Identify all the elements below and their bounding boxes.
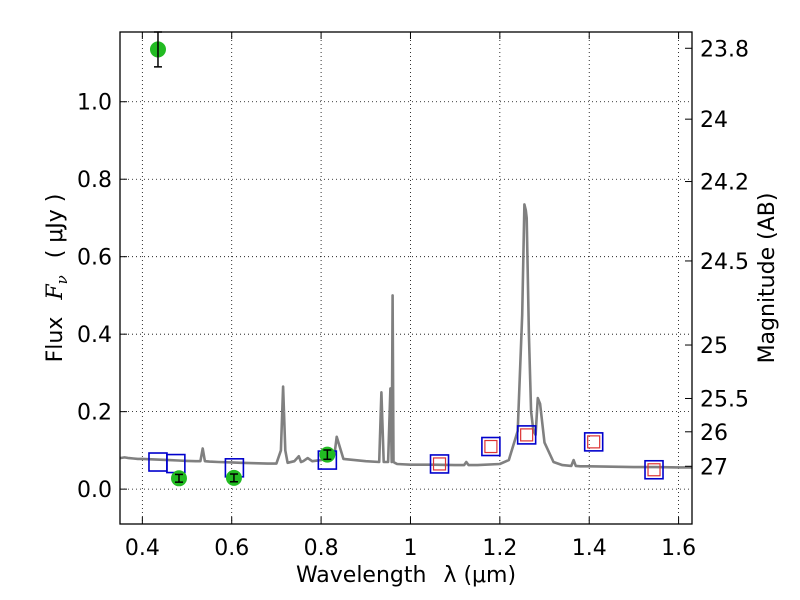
x-tick-label: 1.6: [661, 536, 696, 561]
model-spectrum-line: [119, 203, 692, 469]
model-photometry-point: [583, 432, 604, 452]
y2-tick-label: 27: [700, 455, 728, 480]
y-tick-label: 0.2: [77, 401, 112, 426]
x-tick-label: 1: [403, 536, 417, 561]
model-photometry-point: [644, 459, 664, 480]
x-tick-label: 0.4: [125, 536, 160, 561]
y2-tick-label: 25: [700, 334, 728, 359]
grid-lines: [120, 32, 692, 524]
model-photometry-point: [481, 436, 501, 457]
model-photometry-inner-point: [484, 439, 498, 454]
y-axis-label-symbol: F: [43, 284, 68, 301]
y-axis-label: Flux Fν ( μJy ): [43, 194, 73, 363]
x-axis-label: Wavelength λ (μm): [296, 563, 516, 588]
model-photometry-inner-point: [520, 428, 534, 442]
y2-tick-label: 24.5: [700, 250, 749, 275]
model-photometry-inner-point: [647, 463, 661, 477]
axis-ticks: 0.4 0.6 0.8 1 1.2 1.4 1.6 0.0 0.2 0.4 0.6 0.8 1.0 23.…: [77, 32, 749, 561]
y-axis-label-subscript: ν: [53, 275, 71, 284]
model-photometry-point: [516, 425, 537, 445]
y2-tick-label: 25.5: [700, 387, 749, 412]
plot-frame: [119, 31, 693, 525]
x-tick-label: 0.6: [214, 536, 249, 561]
y-tick-label: 0.8: [77, 168, 112, 193]
y2-tick-label: 24: [700, 108, 728, 133]
observed-photometry-markers: [149, 31, 336, 487]
x-tick-label: 0.8: [304, 536, 339, 561]
y2-tick-label: 23.8: [700, 37, 749, 62]
plot-background: [120, 32, 692, 524]
model-photometry-inner-point: [432, 457, 447, 471]
x-tick-label: 1.2: [482, 536, 517, 561]
x-axis-label-text: Wavelength: [296, 563, 427, 588]
model-photometry-point: [429, 454, 450, 474]
model-spectrum-path: [119, 203, 692, 469]
x-axis-label-symbol: λ (μm): [443, 563, 516, 588]
y-axis-label-units: ( μJy ): [43, 194, 68, 259]
y-tick-label: 0.4: [77, 323, 112, 348]
y-tick-label: 0.6: [77, 246, 112, 271]
y-tick-label: 0.0: [77, 478, 112, 503]
y-tick-label: 1.0: [77, 91, 112, 116]
model-photometry-inner-point: [587, 435, 601, 449]
y-axis-label-text: Flux: [43, 317, 68, 363]
x-tick-label: 1.4: [572, 536, 607, 561]
y2-tick-label: 24.2: [700, 171, 749, 196]
y2-axis-label: Magnitude (AB): [755, 193, 780, 364]
y2-tick-label: 26: [700, 421, 728, 446]
